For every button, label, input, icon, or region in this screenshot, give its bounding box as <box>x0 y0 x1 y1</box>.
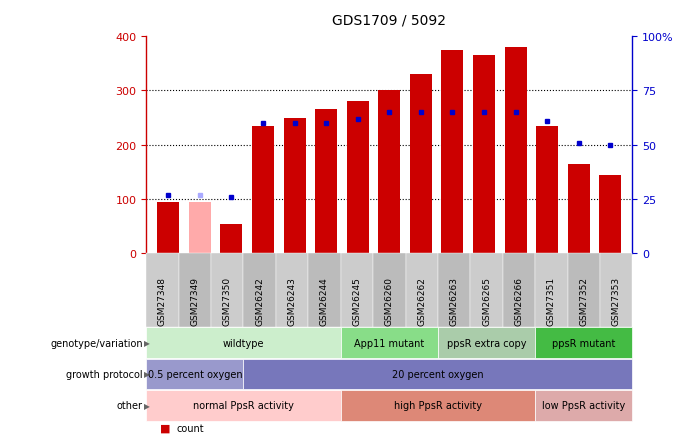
Text: growth protocol: growth protocol <box>66 369 143 379</box>
Text: ppsR extra copy: ppsR extra copy <box>447 338 526 348</box>
Bar <box>441 50 464 254</box>
Text: GSM27352: GSM27352 <box>579 276 588 326</box>
Text: GSM26262: GSM26262 <box>418 277 426 326</box>
Bar <box>410 75 432 254</box>
Bar <box>378 91 401 254</box>
Text: GDS1709 / 5092: GDS1709 / 5092 <box>333 13 446 27</box>
Text: GSM27351: GSM27351 <box>547 276 556 326</box>
Bar <box>473 56 495 254</box>
Text: GSM26260: GSM26260 <box>385 276 394 326</box>
Bar <box>157 202 180 254</box>
Text: count: count <box>177 423 205 433</box>
Text: GSM27348: GSM27348 <box>158 276 167 326</box>
Bar <box>252 126 274 254</box>
Text: GSM26266: GSM26266 <box>515 276 524 326</box>
Text: ▶: ▶ <box>144 370 150 378</box>
Text: GSM27349: GSM27349 <box>190 276 199 326</box>
Text: GSM26263: GSM26263 <box>449 276 458 326</box>
Bar <box>315 110 337 254</box>
Bar <box>284 118 305 254</box>
Bar <box>347 102 369 254</box>
Text: GSM26243: GSM26243 <box>288 277 296 326</box>
Text: wildtype: wildtype <box>222 338 265 348</box>
Bar <box>536 126 558 254</box>
Bar <box>599 175 622 254</box>
Text: genotype/variation: genotype/variation <box>50 338 143 348</box>
Text: low PpsR activity: low PpsR activity <box>542 401 626 410</box>
Text: 20 percent oxygen: 20 percent oxygen <box>392 369 483 379</box>
Text: GSM26265: GSM26265 <box>482 276 491 326</box>
Text: GSM26242: GSM26242 <box>255 277 264 326</box>
Text: App11 mutant: App11 mutant <box>354 338 424 348</box>
Text: ppsR mutant: ppsR mutant <box>552 338 615 348</box>
Text: ■: ■ <box>160 423 170 433</box>
Text: GSM26244: GSM26244 <box>320 277 329 326</box>
Text: 0.5 percent oxygen: 0.5 percent oxygen <box>148 369 242 379</box>
Text: GSM27353: GSM27353 <box>612 276 621 326</box>
Bar <box>568 164 590 254</box>
Text: GSM26245: GSM26245 <box>352 277 361 326</box>
Bar <box>220 224 243 254</box>
Text: normal PpsR activity: normal PpsR activity <box>193 401 294 410</box>
Text: other: other <box>117 401 143 410</box>
Text: ▶: ▶ <box>144 339 150 347</box>
Bar <box>505 48 526 254</box>
Text: GSM27350: GSM27350 <box>223 276 232 326</box>
Bar <box>189 202 211 254</box>
Text: ▶: ▶ <box>144 401 150 410</box>
Text: high PpsR activity: high PpsR activity <box>394 401 482 410</box>
